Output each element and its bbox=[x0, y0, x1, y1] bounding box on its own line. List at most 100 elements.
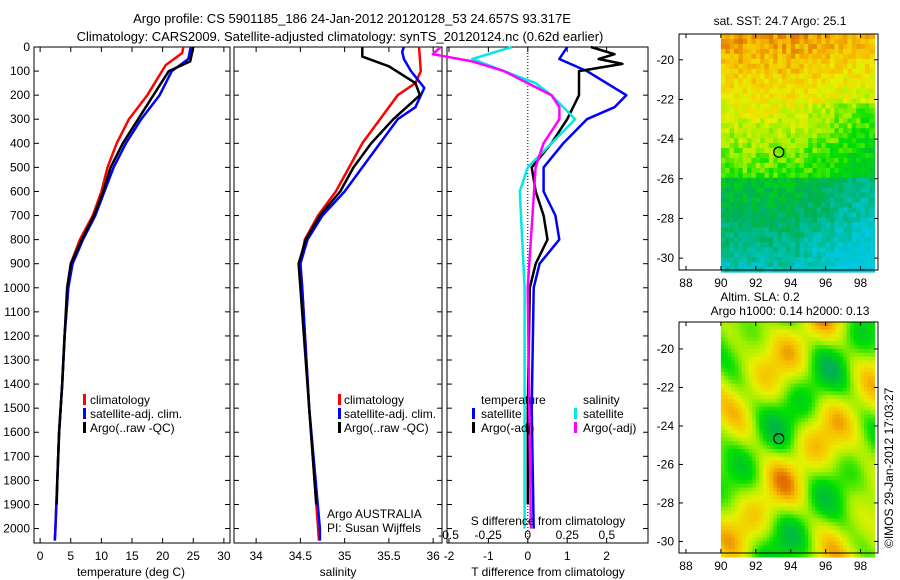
map-cell bbox=[725, 148, 731, 154]
map-cell bbox=[804, 348, 809, 354]
map-cell bbox=[776, 360, 781, 365]
map-cell bbox=[857, 356, 862, 362]
map-cell bbox=[734, 237, 739, 243]
map-cell bbox=[786, 88, 792, 95]
map-cell bbox=[794, 537, 799, 543]
map-cell bbox=[764, 63, 770, 70]
legend-swatch-argo bbox=[338, 422, 341, 433]
map-cell bbox=[790, 425, 795, 431]
map-cell bbox=[808, 487, 813, 492]
map-cell bbox=[790, 364, 795, 369]
map-cell bbox=[812, 167, 818, 174]
map-cell bbox=[857, 425, 862, 431]
map-cell bbox=[839, 414, 844, 419]
map-cell bbox=[856, 98, 862, 105]
map-cell bbox=[873, 63, 876, 70]
map-cell bbox=[738, 341, 743, 346]
map-cell bbox=[787, 348, 792, 354]
map-cell bbox=[790, 402, 795, 408]
map-cell bbox=[871, 437, 876, 442]
map-cell bbox=[748, 533, 753, 539]
map-cell bbox=[843, 257, 849, 263]
map-cell bbox=[834, 162, 840, 169]
map-cell bbox=[768, 262, 774, 268]
map-cell bbox=[864, 441, 869, 446]
map-cell bbox=[816, 108, 822, 114]
map-cell bbox=[762, 337, 767, 342]
map-cell bbox=[847, 48, 853, 55]
map-cell bbox=[847, 58, 853, 65]
map-cell bbox=[782, 63, 787, 70]
map-cell bbox=[745, 406, 750, 412]
map-cell bbox=[762, 352, 767, 358]
map-cell bbox=[747, 58, 753, 65]
map-cell bbox=[790, 348, 795, 354]
map-cell bbox=[755, 348, 760, 354]
map-cell bbox=[734, 217, 739, 223]
map-cell bbox=[804, 375, 809, 381]
map-cell bbox=[860, 232, 866, 238]
map-cell bbox=[869, 53, 875, 60]
map-cell bbox=[720, 510, 725, 516]
map-cell bbox=[847, 133, 853, 139]
map-cell bbox=[815, 352, 820, 358]
map-cell bbox=[818, 518, 823, 523]
map-cell bbox=[850, 395, 855, 400]
map-cell bbox=[816, 83, 822, 90]
map-cell bbox=[738, 356, 743, 362]
map-cell bbox=[787, 352, 792, 358]
map-cell bbox=[869, 177, 875, 184]
map-cell bbox=[762, 414, 767, 419]
map-cell bbox=[790, 372, 795, 377]
map-cell bbox=[871, 449, 876, 454]
map-cell bbox=[869, 143, 875, 149]
map-cell bbox=[782, 68, 787, 75]
map-cell bbox=[836, 325, 841, 331]
map-cell bbox=[856, 73, 862, 80]
map-cell bbox=[745, 387, 750, 392]
map-cell bbox=[766, 437, 771, 442]
map-cell bbox=[812, 182, 818, 189]
y-tick-label: 100 bbox=[10, 64, 30, 78]
map-cell bbox=[786, 34, 792, 40]
map-cell bbox=[843, 425, 848, 431]
map-cell bbox=[867, 437, 872, 442]
map-cell bbox=[751, 68, 757, 75]
map-cell bbox=[843, 456, 848, 462]
map-cell bbox=[766, 529, 771, 535]
map-cell bbox=[815, 479, 820, 485]
map-cell bbox=[860, 167, 866, 174]
map-cell bbox=[871, 445, 876, 450]
map-cell bbox=[738, 34, 744, 40]
map-cell bbox=[843, 429, 848, 435]
y-tick-label: 200 bbox=[10, 88, 30, 102]
map-cell bbox=[734, 182, 739, 189]
map-cell bbox=[869, 222, 875, 228]
map-cell bbox=[839, 325, 844, 331]
map-cell bbox=[768, 108, 774, 114]
map-cell bbox=[725, 113, 731, 119]
map-cell bbox=[799, 157, 805, 164]
map-cell bbox=[869, 257, 875, 263]
map-cell bbox=[803, 148, 809, 154]
map-cell bbox=[755, 83, 761, 90]
map-cell bbox=[843, 207, 849, 214]
map-cell bbox=[873, 53, 876, 60]
map-cell bbox=[834, 187, 840, 194]
map-cell bbox=[745, 522, 750, 527]
map-cell bbox=[808, 391, 813, 396]
map-cell bbox=[801, 360, 806, 365]
map-cell bbox=[768, 252, 774, 258]
map-cell bbox=[776, 391, 781, 396]
map-cell bbox=[816, 93, 822, 100]
map-cell bbox=[815, 329, 820, 335]
map-cell bbox=[729, 252, 735, 258]
map-cell bbox=[720, 395, 725, 400]
map-cell bbox=[790, 177, 796, 184]
legend-swatch-s-satellite bbox=[574, 408, 577, 419]
map-cell bbox=[808, 402, 813, 408]
map-cell bbox=[766, 372, 771, 377]
map-cell bbox=[822, 506, 827, 512]
map-cell bbox=[851, 222, 857, 228]
map-cell bbox=[836, 491, 841, 496]
